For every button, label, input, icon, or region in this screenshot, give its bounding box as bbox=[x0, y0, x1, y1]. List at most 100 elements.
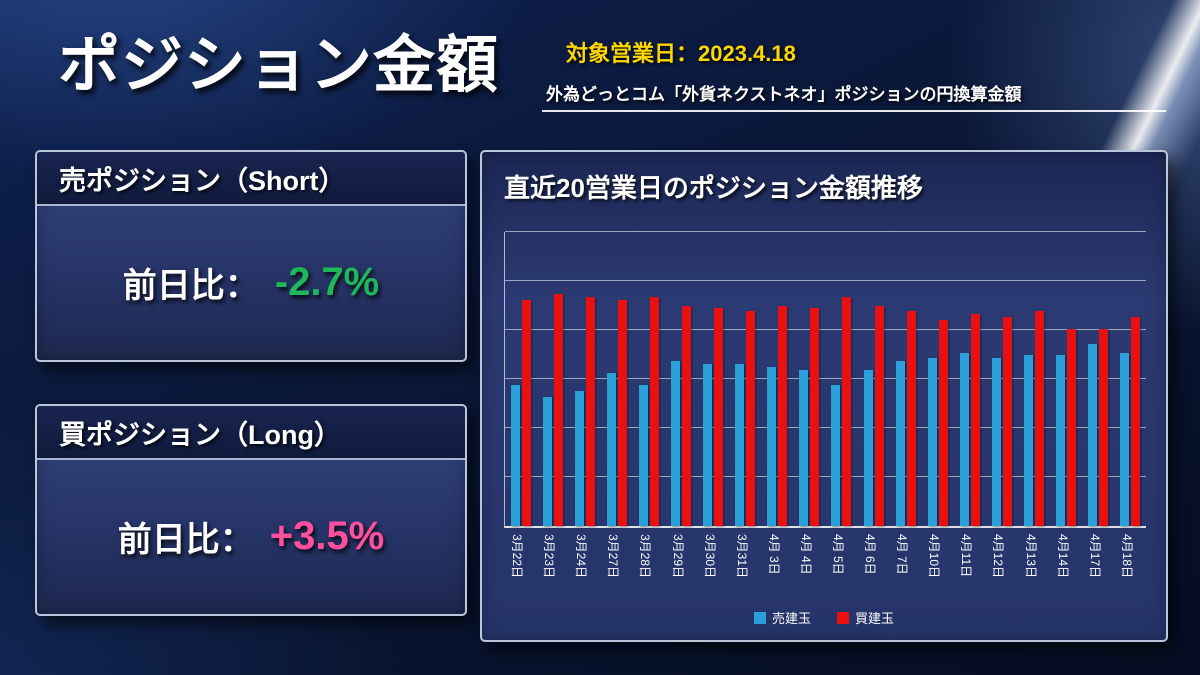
long-change-label: 前日比： bbox=[117, 520, 254, 559]
page-subtitle: 外為どっとコム「外貨ネクストネオ」ポジションの円換算金額 bbox=[546, 85, 1022, 104]
x-axis-label: 4月10日 bbox=[927, 534, 942, 579]
long-panel-body: 前日比： +3.5% bbox=[37, 460, 465, 612]
bar-buy bbox=[618, 299, 628, 526]
bar-sell bbox=[607, 373, 617, 526]
bar-buy bbox=[906, 311, 916, 526]
x-axis-labels: 3月22日 3月23日 3月24日 3月27日 3月28日 3月29日 3月30日 3月31日… bbox=[504, 530, 1146, 604]
x-axis-label-cell: 4月 3日 bbox=[761, 530, 793, 604]
x-axis-label: 4月 7日 bbox=[895, 534, 910, 575]
x-axis-label: 3月24日 bbox=[574, 534, 589, 579]
bar-buy bbox=[586, 296, 596, 526]
x-axis-label: 3月29日 bbox=[670, 534, 685, 579]
page-title: ポジション金額 bbox=[58, 31, 500, 100]
bar-group bbox=[761, 232, 793, 526]
bar-group bbox=[537, 232, 569, 526]
bar-buy bbox=[650, 296, 660, 526]
bar-group bbox=[697, 232, 729, 526]
bar-sell bbox=[799, 370, 809, 526]
bar-sell bbox=[831, 384, 841, 526]
bar-group bbox=[729, 232, 761, 526]
gridline bbox=[505, 476, 1146, 477]
bar-buy bbox=[1002, 317, 1012, 526]
legend-label-sell: 売建玉 bbox=[771, 611, 811, 626]
bar-sell bbox=[1087, 343, 1097, 526]
bar-sell bbox=[671, 361, 681, 526]
gridline bbox=[505, 280, 1146, 281]
x-axis-label-cell: 4月18日 bbox=[1114, 530, 1146, 604]
bar-group bbox=[825, 232, 857, 526]
bar-sell bbox=[575, 390, 585, 526]
bar-sell bbox=[991, 358, 1001, 526]
bar-sell bbox=[703, 364, 713, 526]
bar-group bbox=[633, 232, 665, 526]
x-axis-label-cell: 4月12日 bbox=[985, 530, 1017, 604]
x-axis-label: 4月 4日 bbox=[798, 534, 813, 575]
long-panel-title: 買ポジション（Long） bbox=[37, 406, 465, 460]
bar-buy bbox=[522, 299, 532, 526]
bar-buy bbox=[554, 293, 564, 526]
legend-swatch-sell-icon bbox=[753, 611, 766, 624]
bar-buy bbox=[874, 305, 884, 526]
bar-sell bbox=[1023, 355, 1033, 526]
x-axis-label-cell: 4月 7日 bbox=[889, 530, 921, 604]
x-axis-label: 3月27日 bbox=[606, 534, 621, 579]
chart-panel: 直近20営業日のポジション金額推移 3月22日 3月23日 3月24日 3月27日 3月… bbox=[480, 150, 1168, 642]
x-axis-label-cell: 3月23日 bbox=[536, 530, 568, 604]
bar-buy bbox=[778, 305, 788, 526]
short-change-value: -2.7% bbox=[274, 259, 380, 304]
chart-title: 直近20営業日のポジション金額推移 bbox=[504, 173, 923, 203]
x-axis-label: 3月23日 bbox=[542, 534, 557, 579]
bar-group bbox=[665, 232, 697, 526]
gridline bbox=[505, 378, 1146, 379]
bar-sell bbox=[735, 364, 745, 526]
bar-buy bbox=[842, 296, 852, 526]
bar-sell bbox=[1119, 352, 1129, 526]
header-divider bbox=[542, 110, 1166, 112]
bar-group bbox=[858, 232, 890, 526]
bar-buy bbox=[938, 320, 948, 526]
target-business-date: 対象営業日：2023.4.18 bbox=[566, 41, 796, 66]
bar-group bbox=[890, 232, 922, 526]
bar-group bbox=[1018, 232, 1050, 526]
bar-group bbox=[922, 232, 954, 526]
x-axis-label-cell: 4月14日 bbox=[1050, 530, 1082, 604]
bar-buy bbox=[714, 308, 724, 526]
bar-groups bbox=[505, 232, 1146, 526]
x-axis-label-cell: 3月27日 bbox=[600, 530, 632, 604]
legend-item-sell: 売建玉 bbox=[753, 608, 811, 627]
gridline bbox=[505, 427, 1146, 428]
bar-group bbox=[601, 232, 633, 526]
bar-group bbox=[1050, 232, 1082, 526]
bar-sell bbox=[639, 384, 649, 526]
bar-sell bbox=[1055, 355, 1065, 526]
bar-group bbox=[1082, 232, 1114, 526]
x-axis-label-cell: 3月31日 bbox=[729, 530, 761, 604]
x-axis-label: 4月18日 bbox=[1119, 534, 1134, 579]
bar-sell bbox=[863, 370, 873, 526]
x-axis-label: 4月11日 bbox=[959, 534, 974, 578]
bar-buy bbox=[1034, 311, 1044, 526]
x-axis-label-cell: 4月11日 bbox=[953, 530, 985, 604]
bar-sell bbox=[543, 396, 553, 526]
x-axis-label-cell: 3月24日 bbox=[568, 530, 600, 604]
short-panel-body: 前日比： -2.7% bbox=[37, 206, 465, 358]
short-change-label: 前日比： bbox=[122, 266, 259, 305]
bar-group bbox=[569, 232, 601, 526]
x-axis-label-cell: 4月 4日 bbox=[793, 530, 825, 604]
legend-swatch-buy-icon bbox=[837, 611, 849, 624]
x-axis-label-cell: 3月28日 bbox=[632, 530, 664, 604]
long-position-panel: 買ポジション（Long） 前日比： +3.5% bbox=[35, 404, 467, 616]
x-axis-label: 4月12日 bbox=[991, 534, 1006, 579]
bar-buy bbox=[1130, 317, 1140, 526]
bar-buy bbox=[1098, 329, 1108, 526]
bar-buy bbox=[970, 314, 980, 526]
legend-label-buy: 買建玉 bbox=[855, 611, 895, 626]
gridline bbox=[505, 231, 1146, 232]
bar-buy bbox=[810, 308, 820, 526]
bar-group bbox=[793, 232, 825, 526]
bar-group bbox=[1114, 232, 1146, 526]
bar-sell bbox=[927, 358, 937, 526]
bar-buy bbox=[682, 305, 692, 526]
x-axis-label: 4月13日 bbox=[1023, 534, 1038, 579]
x-axis-label: 4月 6日 bbox=[863, 534, 878, 575]
